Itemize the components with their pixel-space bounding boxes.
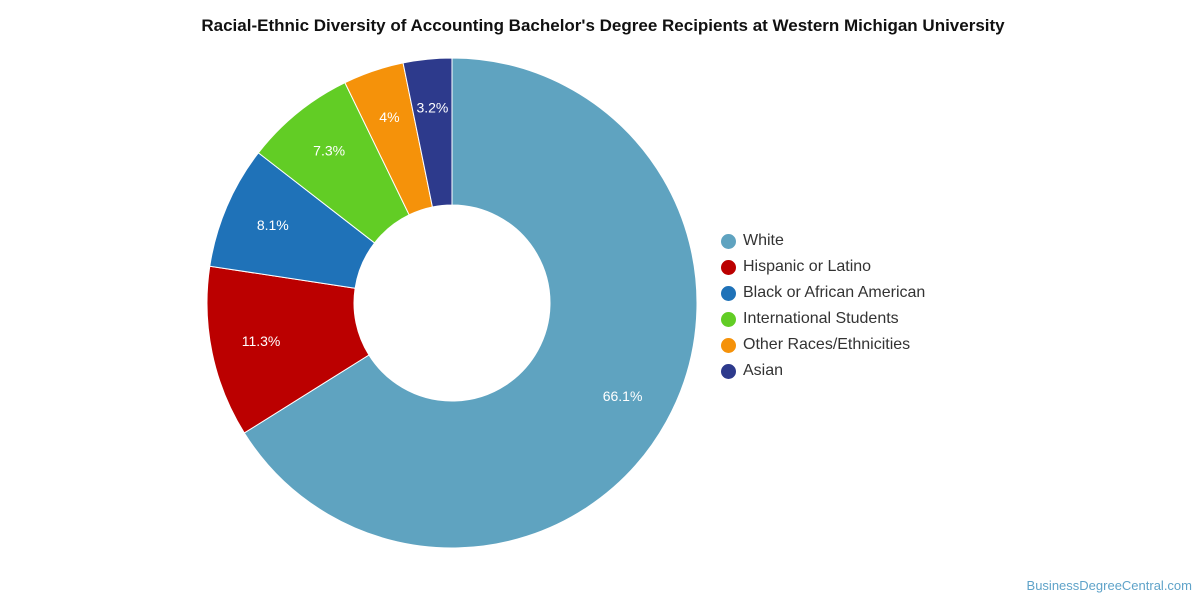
slice-value-label: 11.3% (242, 333, 281, 349)
legend-item: Asian (721, 358, 925, 384)
slice-value-label: 4% (379, 109, 399, 125)
slice-value-label: 8.1% (257, 217, 289, 233)
legend-label: Other Races/Ethnicities (743, 336, 911, 353)
pie-slice-asian (402, 57, 453, 208)
legend-item: White (721, 228, 925, 254)
legend-item: Other Races/Ethnicities (721, 332, 925, 358)
legend-swatch (721, 259, 736, 275)
legend-label: White (743, 232, 784, 249)
slice-value-label: 66.1% (603, 388, 643, 404)
slice-value-label: 7.3% (313, 142, 345, 158)
legend-swatch (721, 311, 736, 327)
legend-swatch (721, 337, 736, 353)
legend-label: Black or African American (743, 284, 926, 301)
legend-swatch (721, 363, 736, 379)
legend-label: International Students (743, 310, 899, 327)
pie-slice-hispanic-or-latino (206, 265, 370, 434)
legend-item: Black or African American (721, 280, 925, 306)
legend-item: Hispanic or Latino (721, 254, 925, 280)
slice-value-label: 3.2% (416, 100, 448, 116)
legend-label: Hispanic or Latino (743, 258, 872, 275)
legend-swatch (721, 285, 736, 301)
legend-item: International Students (721, 306, 925, 332)
legend-label: Asian (743, 362, 784, 379)
chart-title: Racial-Ethnic Diversity of Accounting Ba… (201, 16, 1005, 35)
legend-swatch (721, 233, 736, 249)
pie-slice-white (243, 57, 698, 549)
watermark: BusinessDegreeCentral.com (1026, 578, 1192, 593)
chart-legend: White Hispanic or Latino Black or African … (721, 228, 925, 384)
